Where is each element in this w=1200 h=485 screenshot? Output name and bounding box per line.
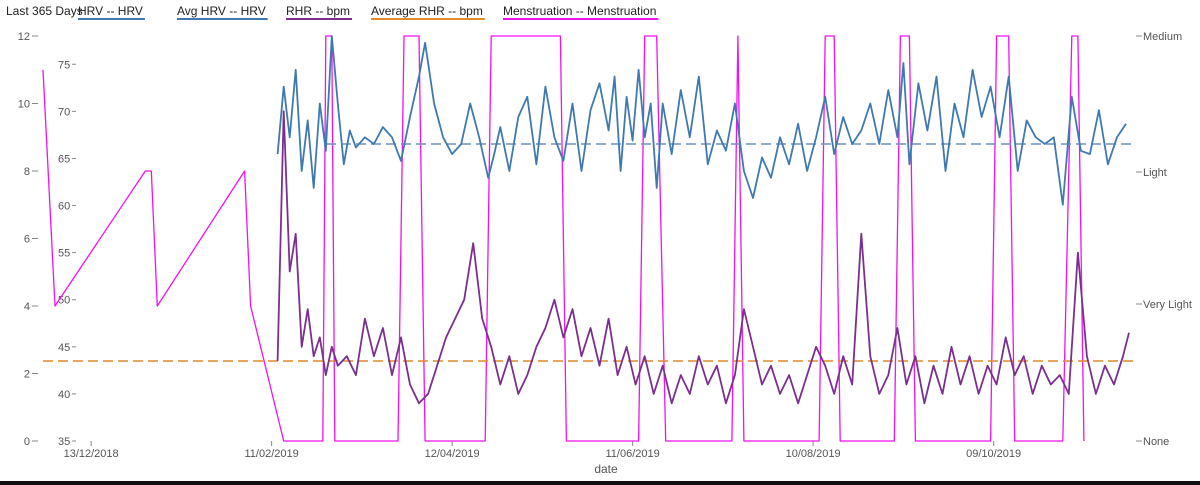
left-inner-tick-40: 40 [58,389,70,401]
legend-item-4: Menstruation -- Menstruation [503,4,656,18]
left-outer-tick-4: 4 [24,301,30,313]
x-tick-2: 12/04/2019 [425,448,480,460]
legend: Last 365 Days HRV -- HRV Avg HRV -- HRV RH… [6,4,659,20]
left-inner-tick-75: 75 [58,59,70,71]
right-tick-1: Very Light [1143,299,1192,311]
x-tick-5: 09/10/2019 [966,448,1021,460]
right-tick-3: Medium [1143,31,1182,43]
bottom-border [0,481,1200,485]
date-range-label: Last 365 Days [6,4,83,18]
left-outer-tick-2: 2 [24,369,30,381]
axes: 0 2 4 6 8 10 12 35 40 45 50 55 60 65 70 75 None Very Ligh… [18,31,1192,460]
x-tick-0: 13/12/2018 [64,448,119,460]
left-outer-tick-6: 6 [24,234,30,246]
hrv-line [276,35,1127,206]
x-tick-4: 10/08/2019 [786,448,841,460]
left-outer-tick-0: 0 [24,436,30,448]
left-inner-tick-35: 35 [58,436,70,448]
x-tick-3: 11/06/2019 [605,448,659,460]
x-axis-title: date [594,462,618,476]
left-outer-tick-12: 12 [18,31,30,43]
left-inner-tick-45: 45 [58,342,70,354]
left-inner-tick-70: 70 [58,106,70,118]
legend-item-0: HRV -- HRV [78,4,143,18]
legend-item-1: Avg HRV -- HRV [177,4,266,18]
left-outer-tick-10: 10 [18,99,30,111]
menstruation-line [42,35,1085,442]
left-inner-tick-55: 55 [58,248,70,260]
left-outer-tick-8: 8 [24,166,30,178]
rhr-line [276,110,1130,405]
left-inner-tick-60: 60 [58,201,70,213]
right-tick-0: None [1143,436,1169,448]
legend-item-3: Average RHR -- bpm [371,4,483,18]
left-inner-tick-50: 50 [58,295,70,307]
x-tick-1: 11/02/2019 [245,448,299,460]
left-inner-tick-65: 65 [58,153,70,165]
series [42,35,1134,442]
right-tick-2: Light [1143,167,1167,179]
legend-item-2: RHR -- bpm [286,4,350,18]
